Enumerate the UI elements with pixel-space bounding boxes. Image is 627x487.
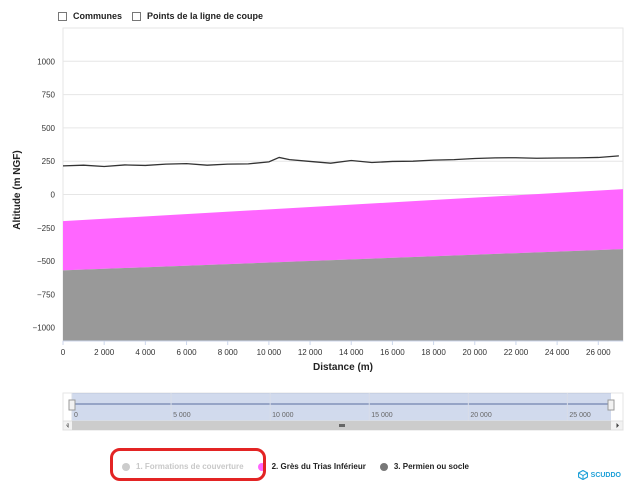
navigator-selection bbox=[72, 393, 611, 421]
x-tick-label: 2 000 bbox=[94, 348, 115, 357]
navigator-tick-label: 0 bbox=[74, 412, 78, 419]
y-tick-label: 750 bbox=[42, 91, 56, 100]
y-tick-label: 0 bbox=[51, 190, 56, 199]
navigator-frame bbox=[62, 392, 624, 422]
scroll-right-arrow-icon[interactable] bbox=[616, 423, 620, 428]
x-tick-label: 12 000 bbox=[298, 348, 323, 357]
y-tick-label: −750 bbox=[37, 290, 56, 299]
x-tick-label: 24 000 bbox=[545, 348, 570, 357]
x-tick-label: 18 000 bbox=[421, 348, 446, 357]
cut-line-points-label: Points de la ligne de coupe bbox=[147, 11, 264, 21]
legend-dot bbox=[257, 462, 266, 471]
communes-label: Communes bbox=[73, 11, 123, 21]
legend-label: 3. Permien ou socle bbox=[393, 462, 469, 471]
navigator-tick-label: 10 000 bbox=[272, 412, 294, 419]
scroll-left-arrow-icon[interactable] bbox=[66, 423, 69, 428]
navigator-tick-label: 25 000 bbox=[569, 412, 591, 419]
area-3-permien-ou-socle bbox=[63, 249, 623, 341]
x-tick-label: 20 000 bbox=[463, 348, 488, 357]
area-2-gr-s-du-trias-inf-rieur bbox=[63, 189, 623, 271]
y-tick-label: −1000 bbox=[33, 324, 56, 333]
navigator-tick-label: 15 000 bbox=[371, 412, 393, 419]
navigator-tick-label: 5 000 bbox=[173, 412, 191, 419]
communes-checkbox[interactable]: Communes bbox=[58, 11, 122, 21]
navigator-tick-label: 20 000 bbox=[470, 412, 492, 419]
y-tick-label: 250 bbox=[42, 157, 56, 166]
x-tick-label: 10 000 bbox=[257, 348, 282, 357]
layer-toggles: Communes Points de la ligne de coupe bbox=[58, 8, 263, 24]
brand-logo: SCUDDO bbox=[577, 470, 621, 480]
legend-label: 2. Grès du Trias Inférieur bbox=[271, 462, 366, 471]
cut-line-points-checkbox[interactable]: Points de la ligne de coupe bbox=[132, 11, 263, 21]
legend-item-gres-trias[interactable]: 2. Grès du Trias Inférieur bbox=[257, 462, 366, 471]
grip-icon bbox=[339, 424, 345, 427]
x-tick-label: 0 bbox=[61, 348, 66, 357]
y-axis-title: Altitude (m NGF) bbox=[12, 150, 23, 229]
legend: 1. Formations de couverture 2. Grès du T… bbox=[122, 462, 469, 471]
checkbox-box[interactable] bbox=[132, 11, 142, 21]
checkbox-box[interactable] bbox=[58, 11, 67, 21]
legend-item-couverture[interactable]: 1. Formations de couverture bbox=[122, 462, 244, 471]
legend-dot bbox=[379, 462, 388, 471]
legend-item-permien[interactable]: 3. Permien ou socle bbox=[379, 462, 469, 471]
x-tick-label: 4 000 bbox=[135, 348, 156, 357]
topography-line bbox=[62, 155, 619, 168]
y-tick-label: −250 bbox=[37, 224, 56, 233]
navigator-handle[interactable] bbox=[607, 399, 615, 411]
x-tick-label: 26 000 bbox=[586, 348, 611, 357]
brand-name: SCUDDO bbox=[590, 471, 621, 479]
x-tick-label: 6 000 bbox=[177, 348, 198, 357]
y-tick-label: −500 bbox=[37, 257, 56, 266]
highlight-annotation bbox=[110, 448, 266, 481]
legend-dot bbox=[122, 462, 130, 471]
x-tick-label: 8 000 bbox=[218, 348, 239, 357]
y-tick-label: 1000 bbox=[37, 57, 55, 66]
x-axis-title: Distance (m) bbox=[313, 362, 373, 373]
x-tick-label: 22 000 bbox=[504, 348, 529, 357]
legend-label: 1. Formations de couverture bbox=[136, 462, 244, 471]
range-navigator[interactable]: 0 5 000 10 000 15 000 20 000 25 000 bbox=[62, 392, 624, 431]
x-tick-label: 16 000 bbox=[380, 348, 405, 357]
y-tick-label: 500 bbox=[42, 124, 56, 133]
x-tick-label: 14 000 bbox=[339, 348, 364, 357]
cube-icon bbox=[577, 470, 588, 480]
navigator-handle[interactable] bbox=[68, 399, 76, 411]
